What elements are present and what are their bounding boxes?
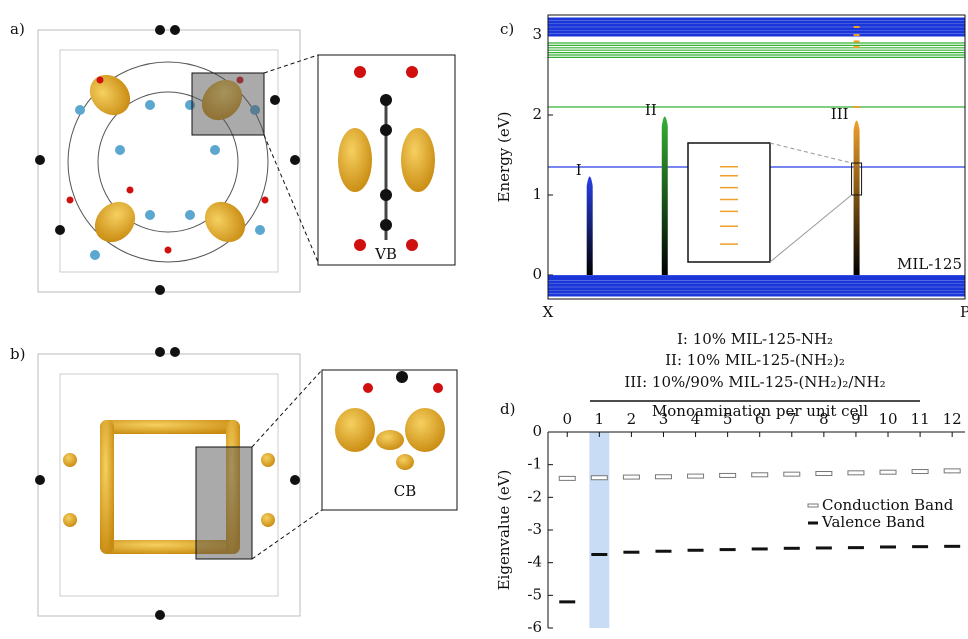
level-dash: [816, 471, 832, 475]
x-tick-label: 8: [819, 410, 829, 428]
zoom-guide: [770, 195, 852, 262]
x-tick-label: 6: [755, 410, 765, 428]
panel-label: b): [10, 345, 25, 363]
x-tick-label: 3: [659, 410, 669, 428]
legend-swatch: [808, 504, 818, 507]
inset-label: VB: [374, 245, 397, 263]
peak-label: I: [576, 161, 582, 179]
level-dash: [944, 469, 960, 473]
legend-entry: I: 10% MIL-125-NH₂: [677, 330, 833, 348]
level-dash: [912, 545, 928, 548]
panel-label: d): [500, 400, 515, 418]
level-dash: [559, 600, 575, 603]
state-peak: [854, 121, 860, 276]
level-dash: [591, 553, 607, 556]
legend-entry: II: 10% MIL-125-(NH₂)₂: [665, 351, 845, 369]
peak-label: II: [645, 101, 657, 119]
level-dash: [848, 546, 864, 549]
y-tick-label: 3: [532, 25, 542, 43]
y-tick-label: -2: [527, 487, 542, 505]
level-dash: [848, 471, 864, 475]
level-dash: [752, 547, 768, 550]
inset-label: CB: [394, 482, 417, 500]
highlight: [589, 432, 609, 628]
series-label: MIL-125: [897, 255, 962, 273]
x-tick-label: P: [960, 303, 968, 321]
y-tick-label: -4: [527, 553, 542, 571]
figure: a) VB b) CB c)Energy (eV)0123XPMIL-125II…: [0, 0, 968, 639]
x-tick-label: 9: [851, 410, 861, 428]
x-tick-label: 11: [911, 410, 930, 428]
x-tick-label: 1: [595, 410, 605, 428]
zoom-guide: [770, 143, 852, 163]
legend-swatch: [808, 522, 818, 525]
level-dash: [784, 472, 800, 476]
y-tick-label: 0: [532, 422, 542, 440]
y-tick-label: -5: [527, 585, 542, 603]
level-dash: [720, 473, 736, 477]
panel-label: a): [10, 20, 25, 38]
x-tick-label: 4: [691, 410, 701, 428]
level-dash: [623, 551, 639, 554]
legend-entry: Conduction Band: [822, 496, 954, 514]
y-tick-label: 0: [532, 265, 542, 283]
level-dash: [559, 476, 575, 480]
level-dash: [591, 476, 607, 480]
x-tick-label: 2: [627, 410, 637, 428]
level-dash: [623, 475, 639, 479]
y-tick-label: -6: [527, 618, 542, 636]
level-dash: [688, 549, 704, 552]
level-dash: [655, 475, 671, 479]
level-dash: [720, 548, 736, 551]
level-dash: [752, 473, 768, 477]
level-dash: [912, 470, 928, 474]
level-dash: [655, 550, 671, 553]
y-axis-label: Eigenvalue (eV): [495, 470, 513, 591]
peak-label: III: [831, 105, 849, 123]
x-tick-label: 12: [943, 410, 962, 428]
panel-label: c): [500, 20, 514, 38]
y-tick-label: -3: [527, 520, 542, 538]
level-dash: [816, 546, 832, 549]
legend-entry: Valence Band: [821, 513, 925, 531]
level-dash: [784, 547, 800, 550]
x-tick-label: 5: [723, 410, 733, 428]
y-axis-label: Energy (eV): [495, 112, 513, 203]
x-tick-label: 10: [878, 410, 897, 428]
level-dash: [880, 545, 896, 548]
y-tick-label: 2: [532, 105, 542, 123]
y-tick-label: -1: [527, 455, 542, 473]
x-tick-label: X: [543, 303, 554, 321]
y-tick-label: 1: [532, 185, 542, 203]
level-dash: [944, 545, 960, 548]
state-peak: [587, 177, 593, 276]
x-tick-label: 7: [787, 410, 797, 428]
state-peak: [662, 117, 668, 276]
legend-entry: III: 10%/90% MIL-125-(NH₂)₂/NH₂: [624, 373, 885, 391]
x-tick-label: 0: [562, 410, 572, 428]
level-dash: [688, 474, 704, 478]
level-dash: [880, 470, 896, 474]
